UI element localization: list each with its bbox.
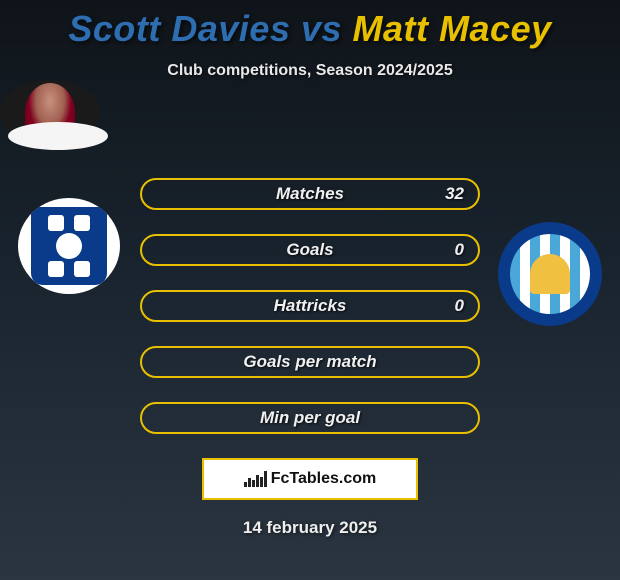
- player2-name: Matt Macey: [353, 8, 552, 49]
- stat-value: 32: [445, 184, 464, 204]
- bar-chart-icon: [244, 471, 267, 487]
- footer-date: 14 february 2025: [0, 518, 620, 538]
- brand-text: FcTables.com: [271, 470, 377, 488]
- stat-label: Matches: [276, 184, 344, 204]
- shield-icon: [29, 205, 109, 287]
- badge-stripes: [510, 234, 590, 314]
- stat-row-goals-per-match: Goals per match: [140, 346, 480, 378]
- stat-label: Hattricks: [274, 296, 347, 316]
- stats-container: Matches 32 Goals 0 Hattricks 0 Goals per match…: [140, 178, 480, 434]
- page-title: Scott Davies vs Matt Macey: [0, 0, 620, 50]
- subtitle: Club competitions, Season 2024/2025: [0, 62, 620, 80]
- stat-row-min-per-goal: Min per goal: [140, 402, 480, 434]
- stat-value: 0: [455, 296, 464, 316]
- club-badge-right: [498, 222, 602, 326]
- vs-text: vs: [301, 8, 342, 49]
- eagle-icon: [530, 254, 570, 294]
- stat-row-hattricks: Hattricks 0: [140, 290, 480, 322]
- stat-row-goals: Goals 0: [140, 234, 480, 266]
- player1-name: Scott Davies: [68, 8, 290, 49]
- stat-row-matches: Matches 32: [140, 178, 480, 210]
- player1-photo: [8, 122, 108, 150]
- stat-label: Goals per match: [243, 352, 376, 372]
- stat-label: Goals: [286, 240, 333, 260]
- stat-label: Min per goal: [260, 408, 360, 428]
- club-badge-left: [18, 198, 120, 294]
- footer-brand-box: FcTables.com: [202, 458, 418, 500]
- stat-value: 0: [455, 240, 464, 260]
